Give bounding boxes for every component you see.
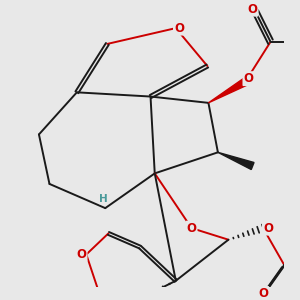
Text: O: O [187, 222, 196, 235]
Text: O: O [174, 22, 184, 34]
Text: O: O [243, 72, 254, 85]
Polygon shape [218, 152, 254, 170]
Polygon shape [208, 79, 247, 103]
Text: H: H [99, 194, 108, 204]
Text: O: O [76, 248, 87, 261]
Text: O: O [258, 287, 268, 300]
Text: O: O [248, 3, 258, 16]
Text: O: O [263, 222, 273, 235]
